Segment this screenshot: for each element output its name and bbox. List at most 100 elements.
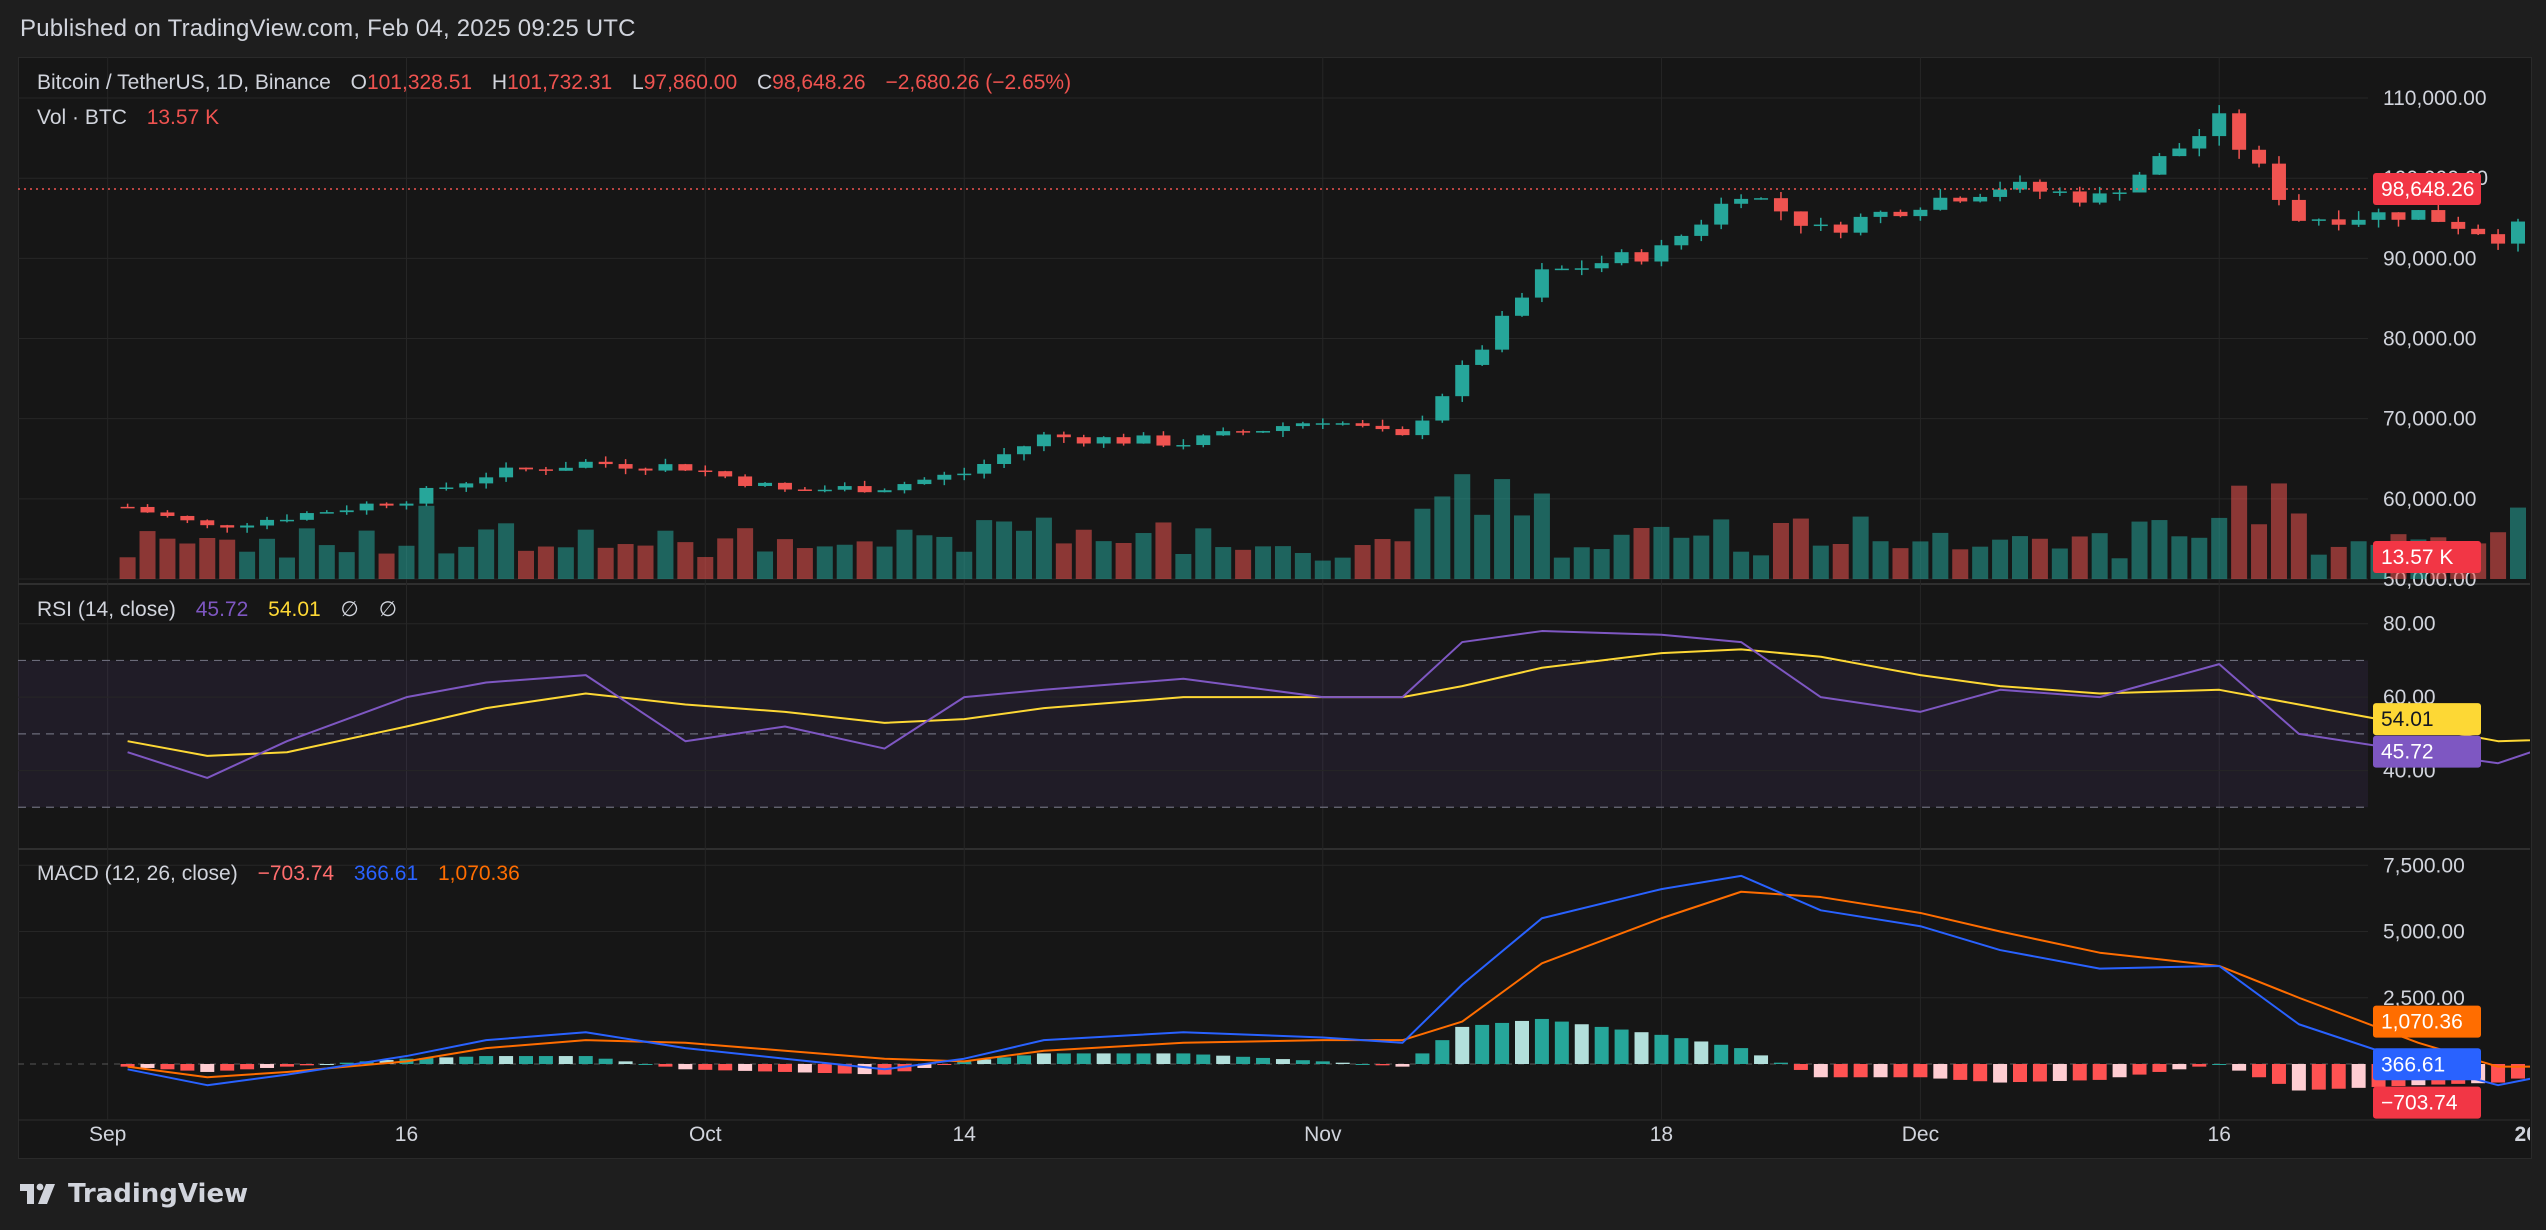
macd-hist-bar xyxy=(2092,1064,2107,1080)
volume-bar xyxy=(378,553,395,579)
candle-body xyxy=(558,467,573,471)
candle-body xyxy=(738,476,753,486)
volume-bar xyxy=(2270,483,2287,579)
volume-label[interactable]: Vol · BTC xyxy=(37,106,127,129)
macd-hist-bar xyxy=(1136,1053,1151,1064)
macd-hist-bar xyxy=(1953,1064,1968,1080)
volume-bar xyxy=(976,520,993,579)
volume-bar xyxy=(2330,546,2347,579)
volume-bar xyxy=(916,535,933,579)
volume-bar xyxy=(1035,517,1052,579)
macd-hist-bar xyxy=(738,1064,753,1071)
volume-bar xyxy=(2171,536,2188,579)
volume-bar xyxy=(1016,530,1032,579)
candle-body xyxy=(2112,192,2127,194)
low-label: L xyxy=(632,71,644,94)
macd-hist-bar xyxy=(1156,1053,1171,1064)
macd-hist-bar xyxy=(1634,1032,1649,1064)
volume-badge: 13.57 K xyxy=(2381,546,2453,569)
macd-hist-bar xyxy=(1714,1044,1729,1064)
macd-hist-bar xyxy=(1893,1064,1908,1078)
candle-body xyxy=(1734,198,1749,204)
candle-body xyxy=(2013,181,2027,190)
high-value: 101,732.31 xyxy=(507,71,613,94)
chart-canvas[interactable]: Sep16Oct14Nov18Dec16202513Feb17110,000.0… xyxy=(18,57,2530,1157)
volume-bar xyxy=(2091,533,2108,579)
candle-body xyxy=(658,464,673,471)
macd-hist-bar xyxy=(698,1064,713,1070)
volume-bar xyxy=(159,538,176,579)
volume-bar xyxy=(259,538,276,579)
volume-bar xyxy=(278,557,295,579)
candle-body xyxy=(1813,224,1828,227)
candle-body xyxy=(519,467,533,470)
volume-bar xyxy=(1195,528,1212,579)
volume-bar xyxy=(956,551,973,579)
volume-bar xyxy=(2111,558,2128,579)
macd-hist-bar xyxy=(299,1064,314,1066)
candle-body xyxy=(2092,193,2107,203)
volume-bar xyxy=(219,539,236,579)
macd-hist-bar xyxy=(2112,1064,2127,1078)
volume-bar xyxy=(2290,513,2307,579)
volume-badge-bg xyxy=(2373,541,2481,573)
volume-bar xyxy=(478,529,495,579)
candle-body xyxy=(2451,221,2466,229)
candle-body xyxy=(917,479,932,485)
macd-hist-bar xyxy=(578,1056,593,1064)
volume-bar xyxy=(1055,543,1072,579)
volume-bar xyxy=(1494,479,1511,579)
open-value: 101,328.51 xyxy=(366,71,473,94)
macd-signal-value: 1,070.36 xyxy=(438,862,520,885)
time-axis-label: Sep xyxy=(89,1123,126,1146)
volume-bar xyxy=(1593,549,1610,579)
volume-bar xyxy=(1573,547,1590,579)
candle-body xyxy=(777,482,792,490)
candle-body xyxy=(1993,189,2008,197)
volume-bar xyxy=(1255,546,1272,579)
macd-hist-value: −703.74 xyxy=(257,862,335,885)
candle-body xyxy=(2152,156,2167,175)
candle-body xyxy=(1395,429,1410,436)
candle-body xyxy=(957,473,972,476)
volume-bar xyxy=(1972,546,1989,579)
macd-hist-bar xyxy=(240,1064,255,1070)
volume-bar xyxy=(1354,545,1371,579)
candle-body xyxy=(260,519,275,526)
macd-hist-bar xyxy=(459,1056,474,1064)
candle-body xyxy=(1873,211,1888,217)
candle-body xyxy=(2212,113,2227,137)
tradingview-brand[interactable]: TradingView xyxy=(68,1179,249,1209)
macd-hist-bar xyxy=(160,1064,175,1070)
volume-bar xyxy=(577,529,594,579)
macd-hist-bar xyxy=(857,1064,872,1075)
macd-hist-bar xyxy=(1435,1040,1450,1064)
rsi-label[interactable]: RSI (14, close) xyxy=(37,598,176,621)
macd-hist-bar xyxy=(1395,1064,1410,1067)
symbol-label[interactable]: Bitcoin / TetherUS, 1D, Binance xyxy=(37,71,331,94)
candle-body xyxy=(1435,396,1450,421)
volume-bar xyxy=(2211,517,2228,579)
macd-label[interactable]: MACD (12, 26, close) xyxy=(37,862,238,885)
candle-body xyxy=(2291,199,2306,221)
volume-bar xyxy=(358,530,375,579)
volume-bar xyxy=(697,557,714,579)
macd-hist-bar xyxy=(2013,1064,2027,1083)
macd-hist-bar xyxy=(1096,1053,1111,1064)
macd-line xyxy=(127,874,2530,1087)
candle-body xyxy=(2351,219,2366,225)
volume-bar xyxy=(617,544,634,579)
volume-bar xyxy=(1912,541,1929,579)
rsi-badge: 45.72 xyxy=(2381,741,2434,764)
macd-hist-bar xyxy=(1017,1055,1031,1064)
candle-body xyxy=(1256,431,1271,433)
candle-body xyxy=(1236,431,1251,433)
macd-hist-bar xyxy=(1036,1053,1051,1064)
volume-bar xyxy=(1772,523,1789,579)
volume-bar xyxy=(1753,555,1770,579)
change-value: −2,680.26 (−2.65%) xyxy=(885,71,1072,94)
volume-bar xyxy=(199,538,216,579)
candle-body xyxy=(1475,349,1490,365)
macd-hist-bar xyxy=(339,1062,354,1064)
volume-bar xyxy=(239,551,256,579)
